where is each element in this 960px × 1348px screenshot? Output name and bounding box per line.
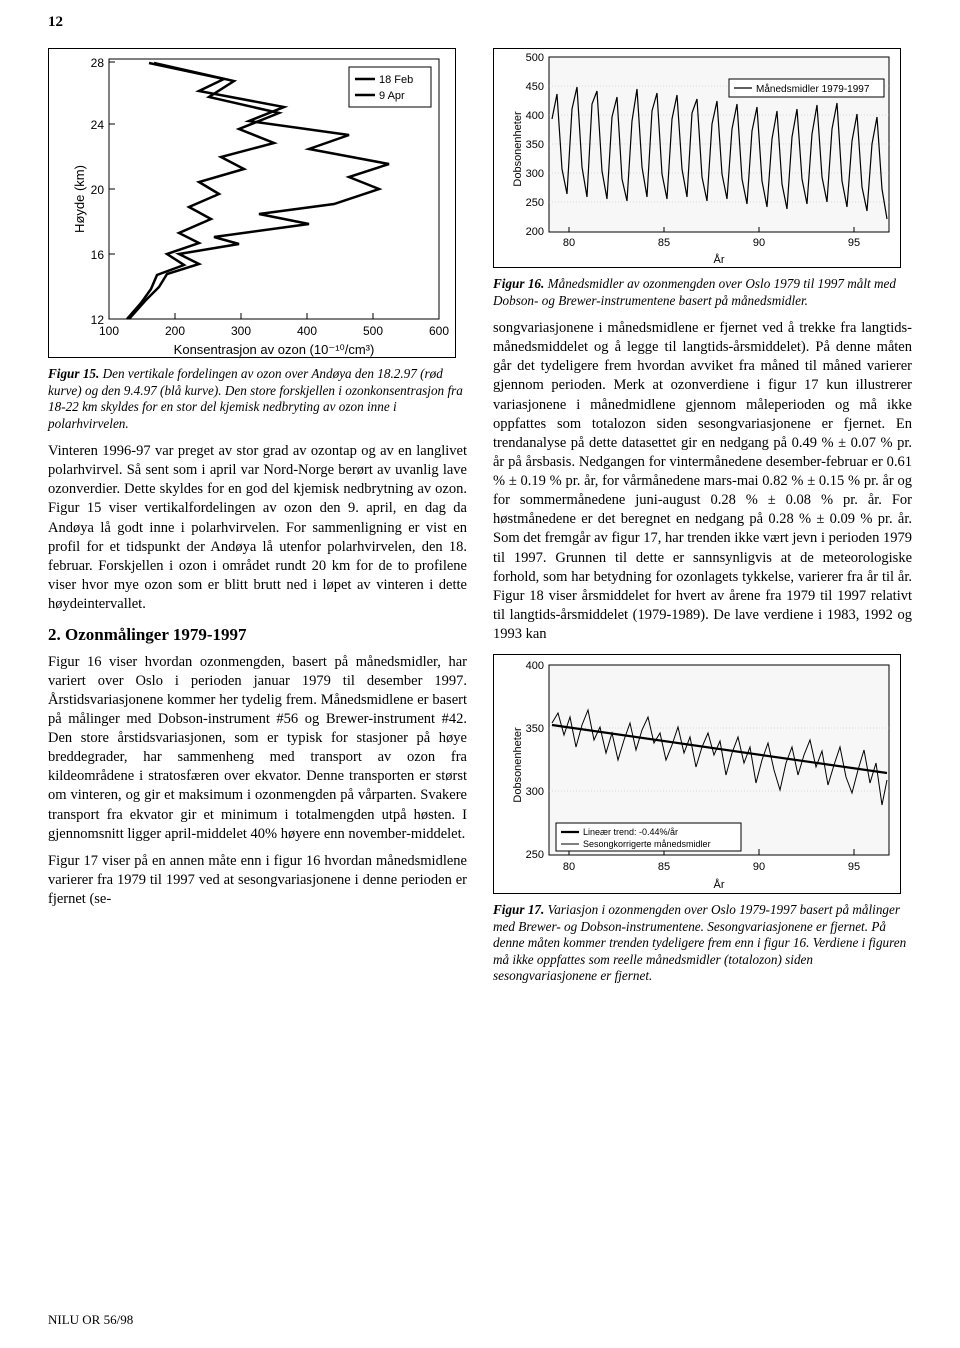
svg-text:350: 350 [526,723,544,735]
figure-15-chart: 12 16 20 24 28 100 200 300 400 500 600 H… [48,48,456,358]
fig17-xlabel: År [714,878,725,891]
left-para-3: Figur 17 viser på en annen måte enn i fi… [48,852,467,909]
svg-text:400: 400 [297,324,317,338]
svg-text:16: 16 [91,248,105,262]
svg-text:85: 85 [658,861,670,873]
figure-17-caption: Figur 17. Variasjon i ozonmengden over O… [493,902,912,985]
svg-text:300: 300 [526,786,544,798]
svg-text:24: 24 [91,118,105,132]
figure-16-chart: 200 250 300 350 400 450 500 80 85 90 95 … [493,48,901,268]
figure-17-chart: 250 300 350 400 80 85 90 95 Dobsonenhete… [493,654,901,894]
fig17-legend-0: Lineær trend: -0.44%/år [583,827,678,837]
svg-text:600: 600 [429,324,449,338]
svg-text:80: 80 [563,237,575,249]
svg-text:200: 200 [165,324,185,338]
svg-text:28: 28 [91,56,105,70]
svg-text:350: 350 [526,139,544,151]
svg-text:200: 200 [526,226,544,238]
right-para-1: songvariasjonene i månedsmidlene er fjer… [493,319,912,644]
fig16-label: Figur 16. [493,276,544,291]
fig15-legend-0: 18 Feb [379,74,413,86]
svg-text:250: 250 [526,197,544,209]
fig16-caption-text: Månedsmidler av ozonmengden over Oslo 19… [493,276,896,308]
svg-text:95: 95 [848,861,860,873]
svg-text:500: 500 [526,52,544,64]
svg-text:90: 90 [753,861,765,873]
fig16-xlabel: År [714,253,725,266]
figure-15-caption: Figur 15. Den vertikale fordelingen av o… [48,366,467,432]
svg-text:100: 100 [99,324,119,338]
two-column-layout: 12 16 20 24 28 100 200 300 400 500 600 H… [48,48,912,995]
left-column: 12 16 20 24 28 100 200 300 400 500 600 H… [48,48,467,995]
svg-text:400: 400 [526,660,544,672]
fig17-caption-text: Variasjon i ozonmengden over Oslo 1979-1… [493,902,906,983]
section-2-heading: 2. Ozonmålinger 1979-1997 [48,624,467,646]
svg-text:300: 300 [526,168,544,180]
fig15-label: Figur 15. [48,366,99,381]
figure-16-caption: Figur 16. Månedsmidler av ozonmengden ov… [493,276,912,309]
svg-text:400: 400 [526,110,544,122]
fig17-ylabel: Dobsonenheter [512,727,524,803]
fig15-ylabel: Høyde (km) [72,165,87,233]
fig17-label: Figur 17. [493,902,544,917]
svg-text:95: 95 [848,237,860,249]
svg-text:250: 250 [526,849,544,861]
left-para-1: Vinteren 1996-97 var preget av stor grad… [48,442,467,614]
fig17-legend-1: Sesongkorrigerte månedsmidler [583,839,711,849]
svg-text:90: 90 [753,237,765,249]
svg-text:85: 85 [658,237,670,249]
fig15-legend-1: 9 Apr [379,90,405,102]
fig16-ylabel: Dobsonenheter [512,111,524,187]
svg-text:80: 80 [563,861,575,873]
svg-text:450: 450 [526,81,544,93]
right-column: 200 250 300 350 400 450 500 80 85 90 95 … [493,48,912,995]
page-number: 12 [48,14,63,31]
svg-text:20: 20 [91,183,105,197]
fig15-xlabel: Konsentrasjon av ozon (10⁻¹⁰/cm³) [174,342,375,357]
left-para-2: Figur 16 viser hvordan ozonmengden, base… [48,653,467,844]
svg-text:500: 500 [363,324,383,338]
fig15-caption-text: Den vertikale fordelingen av ozon over A… [48,366,463,431]
svg-text:300: 300 [231,324,251,338]
fig16-legend-0: Månedsmidler 1979-1997 [756,83,870,95]
footer: NILU OR 56/98 [48,1312,133,1328]
